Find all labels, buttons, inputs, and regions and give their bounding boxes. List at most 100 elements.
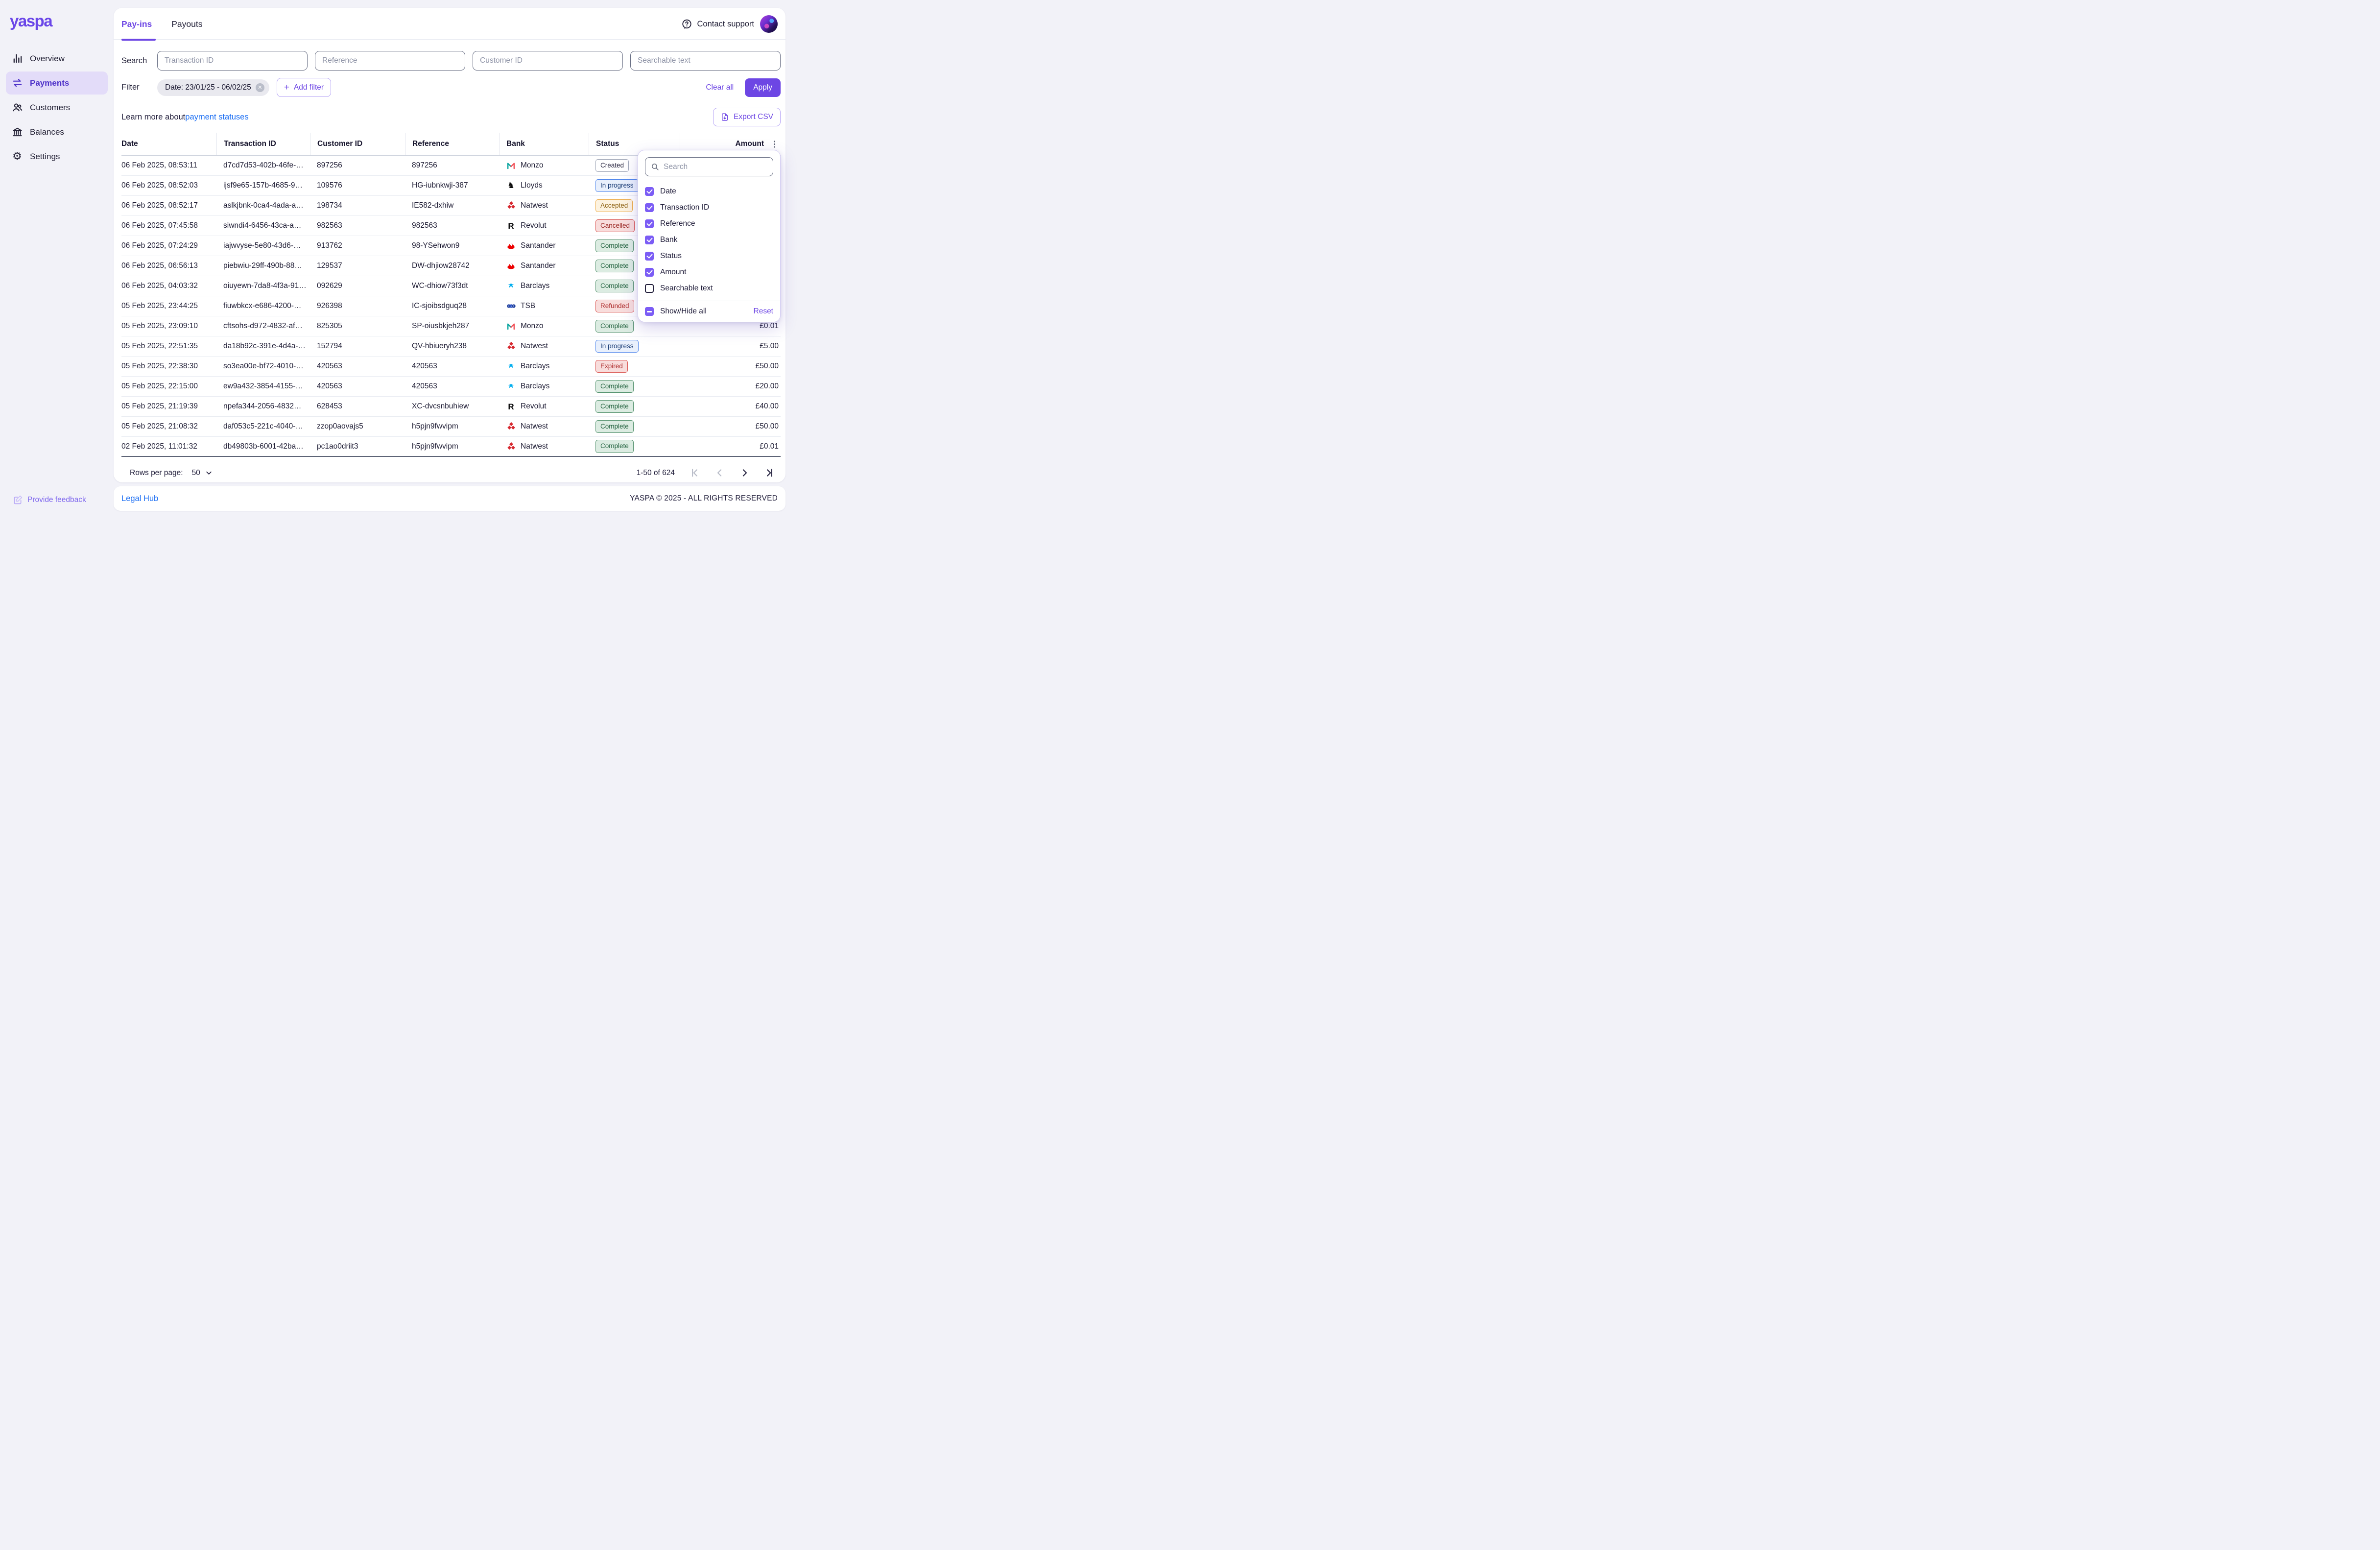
status-badge: Complete [595, 380, 634, 393]
column-option-label: Status [660, 252, 682, 261]
cell-date: 05 Feb 2025, 21:19:39 [121, 402, 216, 411]
checkbox-icon[interactable] [645, 268, 654, 277]
status-badge: Complete [595, 320, 634, 333]
cell-status: Complete [589, 420, 680, 433]
cell-transaction-id: iajwvyse-5e80-43d6-… [216, 241, 310, 250]
cell-bank: Natwest [499, 422, 589, 432]
checkbox-icon[interactable] [645, 187, 654, 196]
show-hide-all-row[interactable]: Show/Hide all Reset [645, 307, 773, 316]
previous-page-button[interactable] [714, 468, 725, 478]
column-option-bank[interactable]: Bank [645, 232, 773, 247]
cell-reference: h5pjn9fwvipm [405, 422, 499, 431]
add-filter-button[interactable]: + Add filter [277, 78, 331, 97]
cell-amount: £5.00 [680, 342, 781, 351]
tab-payouts[interactable]: Payouts [171, 19, 202, 29]
last-page-button[interactable] [764, 468, 775, 478]
cell-reference: HG-iubnkwji-387 [405, 181, 499, 190]
cell-reference: DW-dhjiow28742 [405, 262, 499, 270]
table-row[interactable]: 05 Feb 2025, 21:08:32daf053c5-221c-4040-… [121, 417, 781, 437]
cell-date: 05 Feb 2025, 22:38:30 [121, 362, 216, 371]
cell-transaction-id: ijsf9e65-157b-4685-9… [216, 181, 310, 190]
lloyds-logo-icon: ♞ [506, 181, 516, 191]
legal-hub-link[interactable]: Legal Hub [121, 494, 158, 503]
tab-pay-ins[interactable]: Pay-ins [121, 19, 152, 29]
cell-customer-id: 628453 [310, 402, 405, 411]
pencil-square-icon [13, 495, 23, 505]
transaction-id-input[interactable] [157, 51, 308, 71]
apply-button[interactable]: Apply [745, 78, 781, 97]
column-option-searchable-text[interactable]: Searchable text [645, 281, 773, 296]
customer-id-input[interactable] [473, 51, 623, 71]
status-badge: In progress [595, 340, 639, 353]
sidebar-item-balances[interactable]: Balances [6, 120, 108, 143]
table-row[interactable]: 05 Feb 2025, 22:38:30so3ea00e-bf72-4010-… [121, 357, 781, 377]
filter-row: Filter Date: 23/01/25 - 06/02/25 ✕ + Add… [121, 78, 781, 97]
cell-customer-id: 420563 [310, 362, 405, 371]
provide-feedback-button[interactable]: Provide feedback [13, 495, 86, 505]
monzo-logo-icon [506, 161, 516, 171]
sidebar-item-payments[interactable]: Payments [6, 72, 108, 95]
column-search-box[interactable] [645, 157, 773, 176]
first-page-button[interactable] [690, 468, 700, 478]
checkbox-icon[interactable] [645, 219, 654, 228]
cell-status: In progress [589, 340, 680, 353]
checkbox-icon[interactable] [645, 252, 654, 261]
status-badge: Complete [595, 239, 634, 253]
topbar: Pay-ins Payouts Contact support [121, 8, 781, 40]
checkbox-icon[interactable] [645, 203, 654, 212]
rows-per-page-value: 50 [192, 469, 200, 477]
checkbox-icon[interactable] [645, 284, 654, 293]
table-row[interactable]: 05 Feb 2025, 22:51:35da18b92c-391e-4d4a-… [121, 336, 781, 357]
column-header-customer-id: Customer ID [310, 133, 405, 155]
cell-amount: £0.01 [680, 442, 781, 451]
avatar[interactable] [760, 15, 778, 33]
cell-date: 06 Feb 2025, 04:03:32 [121, 282, 216, 290]
santander-logo-icon [506, 261, 516, 271]
column-option-transaction-id[interactable]: Transaction ID [645, 200, 773, 215]
payment-statuses-link[interactable]: payment statuses [185, 113, 248, 122]
indeterminate-checkbox[interactable] [645, 307, 654, 316]
cell-bank: Barclays [499, 361, 589, 372]
sidebar-item-settings[interactable]: ⚙Settings [6, 145, 108, 168]
column-option-label: Date [660, 187, 676, 196]
contact-support-button[interactable]: Contact support [681, 19, 754, 30]
rows-per-page-select[interactable]: 50 [192, 469, 213, 477]
status-badge: Created [595, 159, 629, 172]
column-option-status[interactable]: Status [645, 248, 773, 263]
sidebar-item-overview[interactable]: Overview [6, 47, 108, 70]
reset-button[interactable]: Reset [754, 307, 774, 316]
barclays-logo-icon [506, 382, 516, 392]
column-menu-kebab-icon[interactable] [768, 138, 781, 150]
table-row[interactable]: 02 Feb 2025, 11:01:32db49803b-6001-42ba…… [121, 437, 781, 457]
revolut-logo-icon: R [506, 402, 516, 412]
plus-icon: + [284, 83, 289, 92]
cell-customer-id: 982563 [310, 221, 405, 230]
export-csv-button[interactable]: Export CSV [713, 108, 781, 126]
sidebar-item-customers[interactable]: Customers [6, 96, 108, 119]
checkbox-icon[interactable] [645, 236, 654, 244]
next-page-button[interactable] [739, 468, 750, 478]
show-hide-all-label: Show/Hide all [660, 307, 707, 316]
santander-logo-icon [506, 241, 516, 251]
cell-status: Complete [589, 380, 680, 393]
column-search-input[interactable] [664, 163, 767, 171]
yaspa-logo: yaspa [10, 12, 114, 30]
cell-date: 02 Feb 2025, 11:01:32 [121, 442, 216, 451]
table-row[interactable]: 05 Feb 2025, 22:15:00ew9a432-3854-4155-…… [121, 377, 781, 397]
date-filter-chip[interactable]: Date: 23/01/25 - 06/02/25 ✕ [157, 79, 269, 96]
table-row[interactable]: 05 Feb 2025, 21:19:39npefa344-2056-4832…… [121, 397, 781, 417]
cell-transaction-id: d7cd7d53-402b-46fe-… [216, 161, 310, 170]
cell-reference: 98-YSehwon9 [405, 241, 499, 250]
column-option-amount[interactable]: Amount [645, 264, 773, 280]
column-header-transaction-id: Transaction ID [216, 133, 310, 155]
column-option-reference[interactable]: Reference [645, 216, 773, 231]
remove-filter-icon[interactable]: ✕ [256, 83, 264, 92]
searchable-text-input[interactable] [630, 51, 781, 71]
clear-all-button[interactable]: Clear all [706, 83, 734, 92]
reference-input[interactable] [315, 51, 465, 71]
cell-reference: 897256 [405, 161, 499, 170]
column-option-date[interactable]: Date [645, 184, 773, 199]
column-option-label: Amount [660, 268, 686, 277]
cell-reference: XC-dvcsnbuhiew [405, 402, 499, 411]
cell-date: 05 Feb 2025, 21:08:32 [121, 422, 216, 431]
